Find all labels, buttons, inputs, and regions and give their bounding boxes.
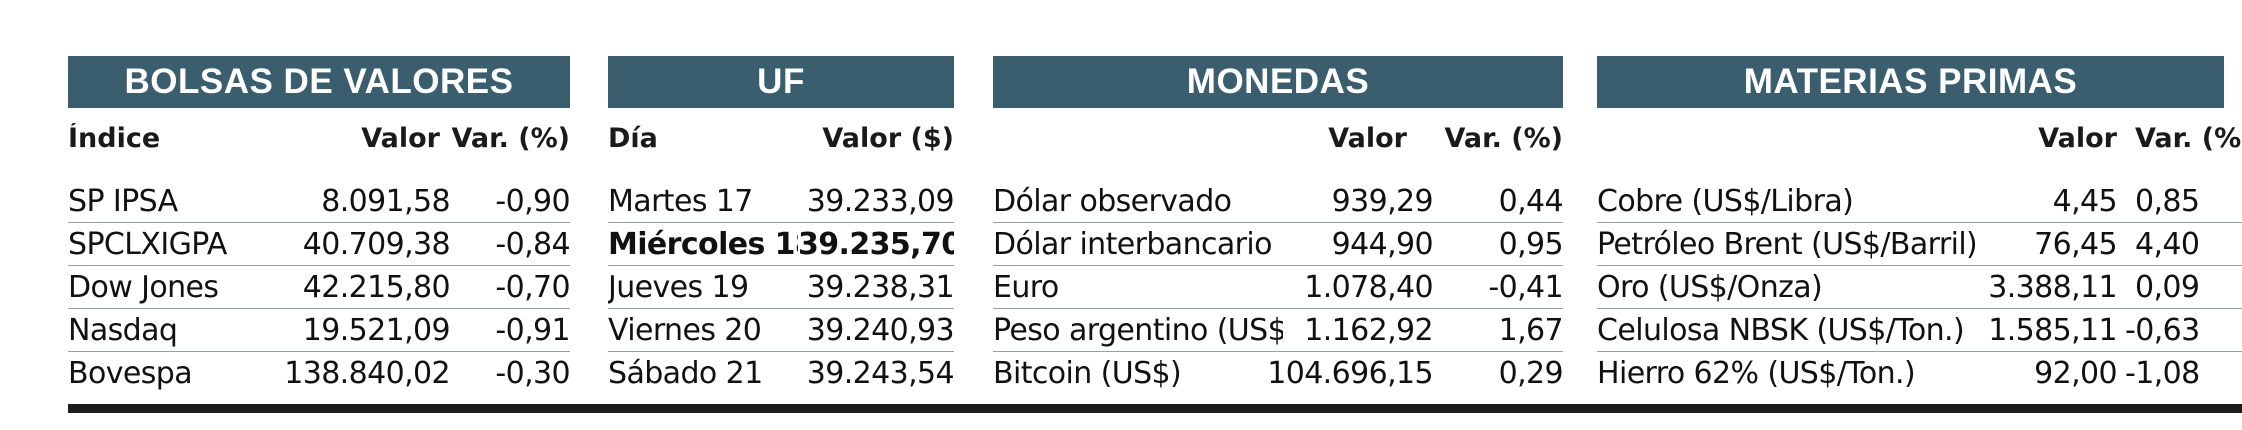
cell-var: -1,08	[2125, 355, 2200, 391]
cell-day: Viernes 20	[608, 312, 762, 348]
cell-value: 92,00	[2034, 355, 2117, 391]
cell-day: Martes 17	[608, 183, 753, 219]
cell-value: 939,29	[1331, 183, 1433, 219]
cell-name: Euro	[993, 269, 1059, 305]
cell-var: -0,30	[495, 355, 570, 391]
cell-var: 0,85	[2135, 183, 2200, 219]
panel-materias: MATERIAS PRIMAS Valor Var. (% Cobre (US$…	[1597, 56, 2242, 394]
cell-name: Cobre (US$/Libra)	[1597, 183, 1854, 219]
cell-value: 1.162,92	[1304, 312, 1433, 348]
col-header-var: Var. (%)	[451, 122, 571, 154]
cell-var: 0,29	[1498, 355, 1563, 391]
table-row: Martes 17 39.233,09	[608, 180, 954, 223]
cell-var: 4,40	[2135, 226, 2200, 262]
col-header-valor: Valor	[361, 122, 440, 154]
cell-name: Bitcoin (US$)	[993, 355, 1182, 391]
cell-name: Celulosa NBSK (US$/Ton.)	[1597, 312, 1965, 348]
table-row: Bitcoin (US$) 104.696,15 0,29	[993, 352, 1563, 394]
cell-value: 4,45	[2052, 183, 2117, 219]
cell-name: Petróleo Brent (US$/Barril)	[1597, 226, 1977, 262]
table-row: SPCLXIGPA 40.709,38 -0,84	[68, 223, 570, 266]
table-row: Petróleo Brent (US$/Barril) 76,45 4,40	[1597, 223, 2242, 266]
cell-var: 1,67	[1498, 312, 1563, 348]
panel-title: UF	[608, 56, 954, 108]
cell-var: -0,91	[495, 312, 570, 348]
cell-value: 1.078,40	[1304, 269, 1433, 305]
panel-monedas: MONEDAS Valor Var. (%) Dólar observado 9…	[993, 56, 1563, 394]
cell-var: -0,41	[1488, 269, 1563, 305]
cell-value: 39.235,70	[798, 226, 954, 262]
table-row-highlighted: Miércoles 18 39.235,70	[608, 223, 954, 266]
table-row: Jueves 19 39.238,31	[608, 266, 954, 309]
cell-name: Nasdaq	[68, 312, 178, 348]
table-row: SP IPSA 8.091,58 -0,90	[68, 180, 570, 223]
cell-value: 40.709,38	[302, 226, 450, 262]
cell-var: -0,84	[495, 226, 570, 262]
panel-uf: UF Día Valor ($) Martes 17 39.233,09 Mié…	[608, 56, 954, 394]
table-row: Bovespa 138.840,02 -0,30	[68, 352, 570, 394]
table-row: Oro (US$/Onza) 3.388,11 0,09	[1597, 266, 2242, 309]
cell-value: 39.238,31	[806, 269, 954, 305]
cell-value: 19.521,09	[302, 312, 450, 348]
col-header-var: Var. (%	[2135, 122, 2242, 154]
cell-var: -0,63	[2125, 312, 2200, 348]
cell-value: 76,45	[2034, 226, 2117, 262]
panel-title: MATERIAS PRIMAS	[1597, 56, 2224, 108]
bottom-rule	[68, 404, 2242, 413]
cell-name: Peso argentino (US$)	[993, 312, 1283, 348]
table-row: Euro 1.078,40 -0,41	[993, 266, 1563, 309]
col-header-indice: Índice	[68, 122, 161, 154]
cell-name: Dólar observado	[993, 183, 1232, 219]
panel-bolsas: BOLSAS DE VALORES Índice Valor Var. (%) …	[68, 56, 570, 394]
col-header-valor: Valor	[2038, 122, 2117, 154]
cell-name: Dow Jones	[68, 269, 219, 305]
cell-name: SPCLXIGPA	[68, 226, 227, 262]
cell-value: 1.585,11	[1988, 312, 2117, 348]
table-row: Hierro 62% (US$/Ton.) 92,00 -1,08	[1597, 352, 2242, 394]
table-row: Celulosa NBSK (US$/Ton.) 1.585,11 -0,63	[1597, 309, 2242, 352]
cell-value: 42.215,80	[302, 269, 450, 305]
col-header-var: Var. (%)	[1444, 122, 1564, 154]
table-row: Viernes 20 39.240,93	[608, 309, 954, 352]
table-row: Nasdaq 19.521,09 -0,91	[68, 309, 570, 352]
header-row: Índice Valor Var. (%)	[68, 108, 570, 168]
cell-value: 39.240,93	[806, 312, 954, 348]
cell-value: 944,90	[1331, 226, 1433, 262]
cell-value: 39.243,54	[806, 355, 954, 391]
cell-value: 3.388,11	[1988, 269, 2117, 305]
cell-name: Bovespa	[68, 355, 193, 391]
panel-title: BOLSAS DE VALORES	[68, 56, 570, 108]
col-header-valor: Valor ($)	[822, 122, 954, 154]
cell-value: 138.840,02	[284, 355, 450, 391]
table-row: Peso argentino (US$) 1.162,92 1,67	[993, 309, 1563, 352]
cell-name: SP IPSA	[68, 183, 178, 219]
table-row: Dólar interbancario 944,90 0,95	[993, 223, 1563, 266]
cell-name: Oro (US$/Onza)	[1597, 269, 1823, 305]
cell-var: -0,90	[495, 183, 570, 219]
col-header-valor: Valor	[1328, 122, 1407, 154]
cell-day: Miércoles 18	[608, 226, 798, 262]
table-row: Dow Jones 42.215,80 -0,70	[68, 266, 570, 309]
header-row: Día Valor ($)	[608, 108, 954, 168]
header-row: Valor Var. (%)	[993, 108, 1563, 168]
table-row: Cobre (US$/Libra) 4,45 0,85	[1597, 180, 2242, 223]
cell-var: -0,70	[495, 269, 570, 305]
cell-value: 39.233,09	[806, 183, 954, 219]
header-row: Valor Var. (%	[1597, 108, 2242, 168]
cell-name: Dólar interbancario	[993, 226, 1272, 262]
table-row: Dólar observado 939,29 0,44	[993, 180, 1563, 223]
col-header-dia: Día	[608, 122, 658, 154]
panel-title: MONEDAS	[993, 56, 1563, 108]
cell-day: Jueves 19	[608, 269, 749, 305]
cell-value: 104.696,15	[1267, 355, 1433, 391]
cell-value: 8.091,58	[321, 183, 450, 219]
cell-var: 0,95	[1498, 226, 1563, 262]
cell-var: 0,44	[1498, 183, 1563, 219]
cell-var: 0,09	[2135, 269, 2200, 305]
cell-name: Hierro 62% (US$/Ton.)	[1597, 355, 1916, 391]
table-row: Sábado 21 39.243,54	[608, 352, 954, 394]
cell-day: Sábado 21	[608, 355, 763, 391]
